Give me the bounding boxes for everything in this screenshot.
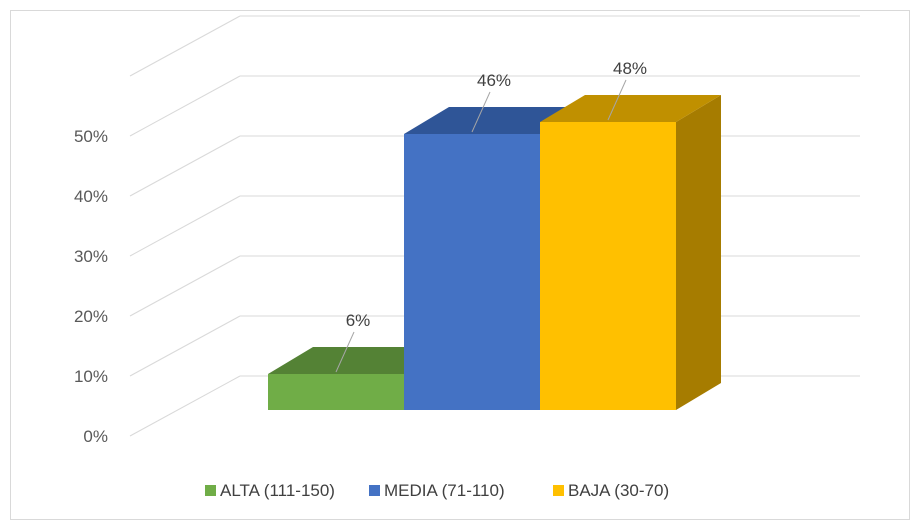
legend-label: MEDIA (71-110) (384, 481, 505, 500)
y-tick-label: 10% (74, 367, 108, 386)
data-label: 46% (477, 71, 511, 90)
bar-top (404, 107, 585, 134)
gridline-side (129, 195, 241, 257)
bar-top (540, 95, 721, 122)
y-tick-label: 50% (74, 127, 108, 146)
bars (268, 95, 721, 410)
leader-line (607, 79, 627, 121)
bar (540, 122, 676, 410)
y-axis: 0% 10% 20% 30% 40% 50% (74, 127, 108, 446)
gridline-side (129, 255, 241, 317)
bar (404, 134, 540, 410)
y-tick-label: 40% (74, 187, 108, 206)
gridline-side (129, 15, 241, 77)
bar (268, 374, 404, 410)
gridline-side (129, 135, 241, 197)
data-label: 6% (346, 311, 371, 330)
gridline-side (129, 375, 241, 437)
gridline-side (129, 75, 241, 137)
legend-swatch (369, 485, 380, 496)
y-tick-label: 20% (74, 307, 108, 326)
data-label: 48% (613, 59, 647, 78)
data-labels: 6% 46% 48% (335, 59, 647, 373)
leader-line (471, 91, 491, 133)
y-tick-label: 30% (74, 247, 108, 266)
y-tick-label: 0% (83, 427, 108, 446)
leader-line (335, 331, 355, 373)
legend-label: BAJA (30-70) (568, 481, 669, 500)
legend-label: ALTA (111-150) (220, 481, 335, 500)
legend-swatch (205, 485, 216, 496)
bar-side (676, 95, 721, 410)
legend: ALTA (111-150) MEDIA (71-110) BAJA (30-70) (205, 481, 669, 500)
gridline-side (129, 315, 241, 377)
legend-swatch (553, 485, 564, 496)
bar-top (268, 347, 449, 374)
